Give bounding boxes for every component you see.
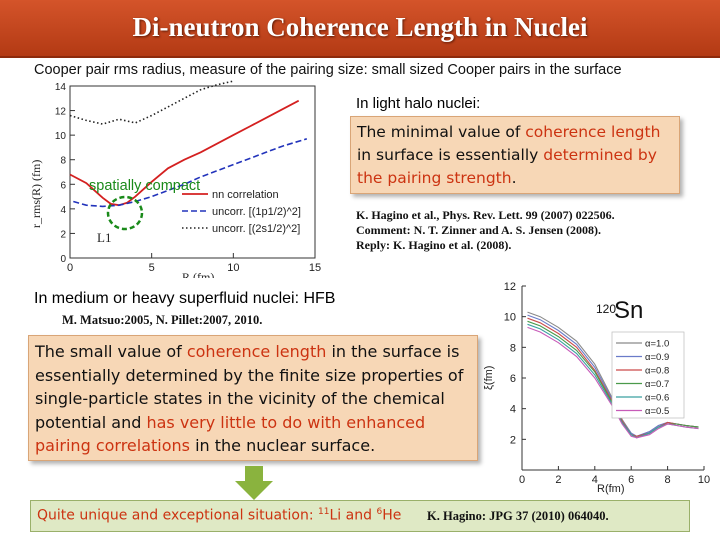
medium-text-1: The small value of — [35, 342, 187, 361]
chart2-legend-label: α=0.7 — [645, 379, 669, 390]
li11-label: L1 — [97, 230, 111, 245]
halo-ref-3: Reply: K. Hagino et al. (2008). — [356, 238, 512, 252]
chart1-ytick-label: 0 — [60, 254, 66, 265]
sn-element: Sn — [614, 297, 643, 324]
halo-text-coherence: coherence length — [525, 123, 661, 141]
chart1-legend: nn correlation uncorr. [(1p1/2)^2] uncorr.… — [182, 189, 301, 235]
li11-rms-radius-chart: 0 5 10 15 0 2 4 6 8 10 12 14 nn correlation uncorr. … — [30, 80, 321, 278]
chart2-ytick-label: 4 — [510, 404, 516, 416]
chart1-ytick-label: 14 — [55, 82, 67, 93]
medium-text-5: in the nuclear surface. — [190, 436, 376, 455]
halo-text-1: The minimal value of — [357, 123, 526, 141]
chart1-series — [69, 80, 308, 208]
halo-text-3: in surface is essentially — [357, 146, 544, 164]
chart1-frame — [69, 85, 316, 259]
chart2-xtick-label: 4 — [592, 474, 598, 486]
compact-region-circle — [106, 195, 144, 231]
chart1-ytick-label: 6 — [60, 180, 66, 191]
chart2-ytick-label: 12 — [504, 281, 516, 293]
chart2-xtick-label: 2 — [555, 474, 561, 486]
chart1-legend-label: uncorr. [(2s1/2)^2] — [212, 223, 300, 235]
chart2-xtick-label: 6 — [628, 474, 634, 486]
li-symbol: Li — [329, 507, 342, 524]
chart1-xtick-label: 0 — [67, 262, 73, 274]
chart2-xlabel: R(fm) — [597, 483, 625, 495]
medium-reference: M. Matsuo:2005, N. Pillet:2007, 2010. — [62, 313, 263, 327]
chart2-series — [527, 311, 699, 439]
chart2-legend-label: α=0.9 — [645, 352, 669, 363]
chart1-ytick-label: 4 — [60, 205, 66, 216]
halo-text-pairing: determined by the pairing strength — [357, 146, 657, 187]
chart2-legend-label: α=0.5 — [645, 406, 669, 417]
sn-mass-number: 120 — [596, 302, 616, 316]
conclusion-text: Quite unique and exceptional situation: … — [37, 507, 401, 524]
chart2-ytick-label: 2 — [510, 434, 516, 446]
medium-text-3: in the surface is essentially determined… — [35, 342, 464, 432]
conclusion-prefix: Quite unique and exceptional situation: — [37, 507, 319, 524]
chart2-legend-label: α=1.0 — [645, 339, 669, 350]
chart1-ytick-label: 10 — [55, 131, 67, 142]
chart1-xtick-label: 5 — [149, 262, 155, 274]
sn120-coherence-chart: 0 2 4 6 8 10 2 4 6 8 10 12 α=1.0 α=0.9 α=0.8 α=0.7 α=0.… — [483, 281, 710, 495]
chart2-xtick-label: 10 — [698, 474, 710, 486]
halo-ref-2: Comment: N. T. Zinner and A. S. Jensen (… — [356, 223, 602, 237]
halo-conclusion-box: The minimal value of coherence length in… — [350, 116, 680, 194]
chart1-axes — [69, 85, 316, 259]
chart2-ytick-label: 6 — [510, 373, 516, 385]
chart2-xtick-label: 8 — [665, 474, 671, 486]
he-mass: 6 — [376, 507, 383, 517]
chart2-ytick-label: 10 — [504, 312, 516, 324]
chart1-ticks: 0 5 10 15 0 2 4 6 8 10 12 14 — [55, 82, 321, 274]
chart1-ytick-label: 2 — [60, 229, 66, 240]
he-symbol: He — [382, 507, 402, 524]
chart1-xtick-label: 15 — [309, 262, 321, 274]
chart2-legend: α=1.0 α=0.9 α=0.8 α=0.7 α=0.6 α=0.5 — [611, 331, 685, 419]
chart2-ytick-label: 8 — [510, 342, 516, 354]
medium-text-pairing: has very little to do with enhanced pair… — [35, 412, 426, 456]
medium-conclusion-box: The small value of coherence length in t… — [28, 335, 478, 461]
medium-heading: In medium or heavy superfluid nuclei: HF… — [34, 290, 336, 307]
chart1-ytick-label: 12 — [55, 107, 67, 118]
li-mass: 11 — [318, 507, 330, 517]
chart2-series-5 — [527, 326, 699, 439]
spatially-compact-annotation: spatially compact — [89, 178, 200, 194]
slide-title: Di-neutron Coherence Length in Nuclei — [132, 12, 588, 42]
chart2-legend-box — [611, 331, 685, 419]
chart1-series-0 — [69, 99, 300, 207]
chart2-ticks: 0 2 4 6 8 10 2 4 6 8 10 12 — [504, 281, 710, 486]
chart1-ytick-label: 8 — [60, 156, 66, 167]
halo-ref-1: K. Hagino et al., Phys. Rev. Lett. 99 (2… — [356, 208, 615, 222]
chart1-ylabel: r_rms(R) (fm) — [30, 160, 43, 228]
chart2-ylabel: ξ(fm) — [483, 366, 495, 390]
chart2-legend-label: α=0.8 — [645, 366, 669, 377]
chart1-xtick-label: 10 — [227, 262, 239, 274]
subtitle: Cooper pair rms radius, measure of the p… — [34, 62, 622, 78]
chart2-legend-label: α=0.6 — [645, 393, 669, 404]
title-bar: Di-neutron Coherence Length in Nuclei — [0, 0, 720, 58]
halo-heading: In light halo nuclei: — [356, 95, 481, 112]
chart1-xlabel: R (fm) — [182, 270, 214, 278]
chart1-series-2 — [69, 80, 234, 125]
conclusion-bar: Quite unique and exceptional situation: … — [30, 500, 690, 532]
chart1-legend-label: nn correlation — [212, 189, 279, 201]
down-arrow-icon — [235, 466, 273, 500]
conclusion-reference: K. Hagino: JPG 37 (2010) 064040. — [427, 509, 609, 523]
chart2-xtick-label: 0 — [519, 474, 525, 486]
halo-references: K. Hagino et al., Phys. Rev. Lett. 99 (2… — [356, 208, 615, 253]
chart1-legend-label: uncorr. [(1p1/2)^2] — [212, 206, 301, 218]
conclusion-and: and — [341, 507, 377, 524]
halo-text-5: . — [511, 169, 517, 187]
medium-text-coherence: coherence length — [186, 342, 327, 361]
